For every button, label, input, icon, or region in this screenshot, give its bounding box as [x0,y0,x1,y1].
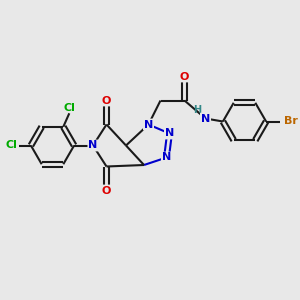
Text: N: N [88,140,98,151]
Text: N: N [201,113,210,124]
Text: N: N [162,152,171,163]
Text: O: O [180,71,189,82]
Text: Cl: Cl [5,140,17,151]
Text: O: O [102,185,111,196]
Text: N: N [144,119,153,130]
Text: N: N [165,128,174,139]
Text: Cl: Cl [64,103,76,113]
Text: H: H [193,105,201,115]
Text: O: O [102,95,111,106]
Text: Br: Br [284,116,298,127]
